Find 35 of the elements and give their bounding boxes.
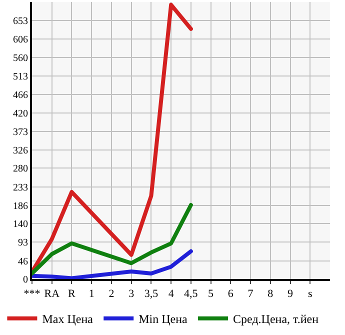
x-tick-label: 6 xyxy=(228,288,234,300)
x-tick-label: 2 xyxy=(108,288,114,300)
y-tick-label: 186 xyxy=(13,200,28,212)
legend-label: Min Цена xyxy=(138,312,188,326)
x-tick-label: 5 xyxy=(208,288,214,300)
y-tick-label: 466 xyxy=(13,90,28,102)
x-tick-label: s xyxy=(308,288,312,300)
x-tick-label: 4,5 xyxy=(184,288,198,300)
y-tick-label: 560 xyxy=(13,52,28,64)
y-tick-label: 46 xyxy=(18,256,28,268)
y-tick-label: 513 xyxy=(13,72,28,82)
x-tick-label: 1 xyxy=(88,288,94,300)
x-tick-label: 8 xyxy=(268,288,274,300)
legend-label: Max Цена xyxy=(42,312,94,326)
y-tick-label: 140 xyxy=(13,219,28,230)
x-tick-label: R xyxy=(68,288,76,300)
y-tick-label: 93 xyxy=(18,238,28,249)
legend-label: Сред.Цена, т.йен xyxy=(233,312,320,326)
y-tick-label: 233 xyxy=(13,182,28,194)
x-tick-label: 4 xyxy=(168,288,174,300)
line-series xyxy=(32,203,193,276)
x-tick-label: RA xyxy=(44,288,60,300)
x-tick-label: 9 xyxy=(288,288,294,300)
x-tick-label: 3,5 xyxy=(144,288,159,300)
y-tick-label: 653 xyxy=(13,16,28,28)
y-tick-label: 326 xyxy=(13,146,28,156)
x-tick-label: 7 xyxy=(248,288,254,300)
x-tick-label: 3 xyxy=(128,288,135,300)
y-tick-label: 420 xyxy=(13,108,28,120)
y-tick-label: 373 xyxy=(13,126,28,138)
x-tick-label: *** xyxy=(24,288,40,300)
line-series xyxy=(32,249,193,279)
y-tick-label: 606 xyxy=(13,34,28,46)
y-tick-label: 280 xyxy=(13,164,28,175)
y-tick-label: 0 xyxy=(23,274,28,286)
